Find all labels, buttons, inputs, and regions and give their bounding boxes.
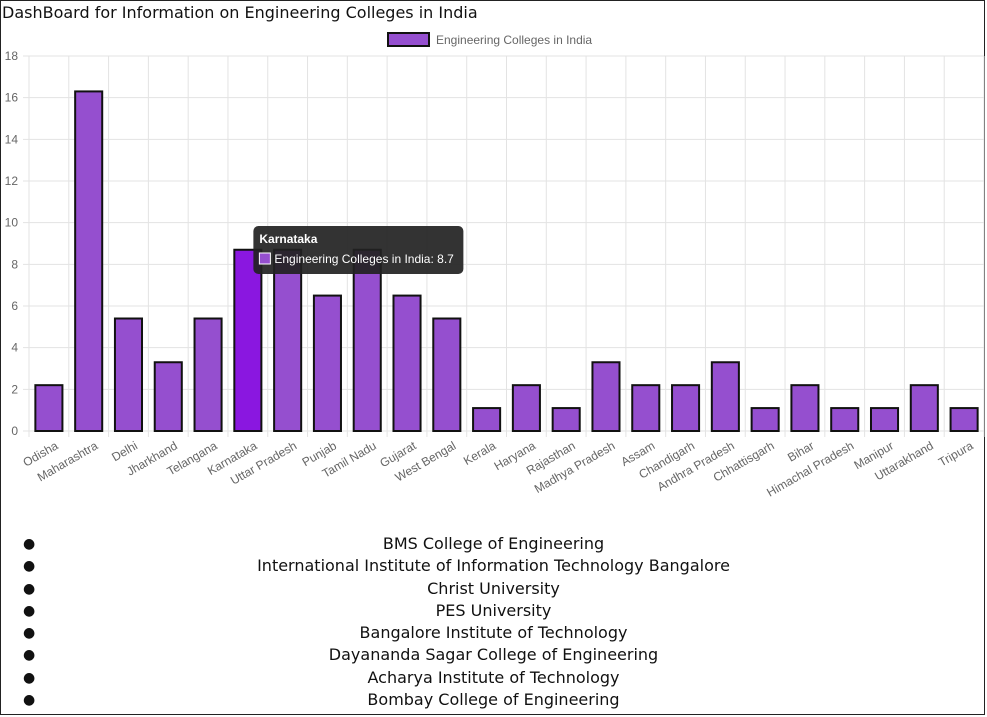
bar-himachal-pradesh[interactable] [830, 407, 860, 433]
bullet-icon: ● [23, 692, 36, 709]
college-name: Christ University [427, 578, 560, 598]
bar-kerala[interactable] [472, 407, 502, 433]
college-list-item: ● Dayananda Sagar College of Engineering [0, 644, 987, 666]
college-list-item: ● Bombay College of Engineering [0, 689, 987, 711]
y-tick-label: 18 [5, 49, 19, 63]
y-tick-label: 14 [5, 132, 19, 146]
bullet-icon: ● [23, 558, 36, 575]
bar-maharashtra[interactable] [74, 90, 104, 433]
bullet-icon: ● [23, 536, 36, 552]
legend-label[interactable]: Engineering Colleges in India [436, 33, 592, 47]
y-tick-label: 8 [11, 257, 18, 271]
y-tick-label: 0 [11, 424, 18, 438]
tooltip-box [253, 226, 464, 274]
bar-delhi[interactable] [113, 317, 144, 432]
y-tick-label: 12 [5, 174, 19, 188]
bar-uttarakhand[interactable] [909, 384, 939, 432]
college-name: PES University [435, 600, 552, 620]
y-tick-label: 16 [5, 91, 19, 105]
bar-rajasthan[interactable] [551, 407, 581, 433]
bar-chart: Engineering Colleges in India 0 2 4 6 8 10 12 14… [5, 32, 985, 500]
page-title: DashBoard for Information on Engineering… [2, 3, 478, 22]
bar-andhra-pradesh[interactable] [710, 361, 740, 432]
bar-chhattisgarh[interactable] [750, 407, 780, 433]
college-name: Bangalore Institute of Technology [359, 623, 628, 643]
bar-jharkhand[interactable] [153, 361, 183, 432]
college-list: ● BMS College of Engineering ● Internationa… [0, 533, 987, 711]
bar-tamil-nadu[interactable] [352, 248, 382, 432]
college-list-item: ● BMS College of Engineering [0, 533, 987, 555]
college-list-item: ● International Institute of Information … [0, 555, 987, 577]
bar-bihar[interactable] [790, 384, 820, 432]
bar-assam[interactable] [631, 384, 661, 432]
y-tick-label: 6 [11, 299, 18, 313]
college-list-item: ● Christ University [0, 578, 987, 600]
bullet-icon: ● [23, 625, 36, 642]
bullet-icon: ● [23, 580, 36, 597]
college-name: BMS College of Engineering [382, 534, 605, 553]
legend-swatch[interactable] [387, 32, 430, 47]
bar-uttar-pradesh[interactable] [273, 248, 303, 432]
college-name: International Institute of Information T… [257, 556, 730, 576]
y-tick-label: 10 [5, 216, 19, 230]
bar-punjab[interactable] [312, 294, 342, 433]
y-tick-label: 4 [11, 341, 18, 355]
bar-gujarat[interactable] [392, 294, 422, 433]
bullet-icon: ● [23, 647, 36, 664]
college-name: Dayananda Sagar College of Engineering [328, 645, 659, 665]
tooltip-swatch [258, 252, 271, 265]
college-list-item: ● Bangalore Institute of Technology [0, 622, 987, 644]
college-name: Acharya Institute of Technology [367, 667, 620, 687]
college-list-item: ● Acharya Institute of Technology [0, 667, 987, 689]
bar-karnataka[interactable] [233, 248, 263, 432]
bar-telangana[interactable] [193, 317, 223, 432]
bar-tripura[interactable] [949, 407, 979, 433]
bar-madhya-pradesh[interactable] [591, 361, 621, 432]
college-name: Bombay College of Engineering [367, 690, 620, 710]
bar-haryana[interactable] [511, 384, 541, 432]
y-tick-label: 2 [11, 382, 18, 396]
x-tick-label: Tripura [936, 438, 976, 469]
bar-odisha[interactable] [34, 384, 64, 432]
tooltip-label: Engineering Colleges in India: 8.7 [274, 252, 454, 266]
bar-chandigarh[interactable] [671, 384, 701, 432]
college-list-item: ● PES University [0, 600, 987, 622]
bullet-icon: ● [23, 669, 36, 686]
bar-manipur[interactable] [869, 407, 900, 433]
bar-west-bengal[interactable] [432, 317, 462, 432]
bullet-icon: ● [23, 602, 36, 619]
tooltip-title: Karnataka [259, 232, 317, 246]
